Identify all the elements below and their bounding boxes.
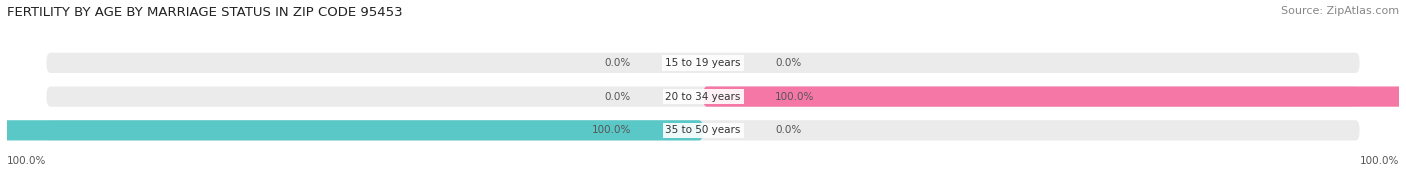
FancyBboxPatch shape — [46, 86, 1360, 107]
Text: 35 to 50 years: 35 to 50 years — [665, 125, 741, 135]
Text: 20 to 34 years: 20 to 34 years — [665, 92, 741, 102]
Text: 0.0%: 0.0% — [775, 58, 801, 68]
Text: 100.0%: 100.0% — [592, 125, 631, 135]
Text: 100.0%: 100.0% — [7, 156, 46, 166]
Text: 0.0%: 0.0% — [775, 125, 801, 135]
Text: 0.0%: 0.0% — [605, 58, 631, 68]
Text: 100.0%: 100.0% — [1360, 156, 1399, 166]
FancyBboxPatch shape — [703, 86, 1406, 107]
Text: 100.0%: 100.0% — [775, 92, 814, 102]
FancyBboxPatch shape — [0, 120, 703, 141]
FancyBboxPatch shape — [46, 53, 1360, 73]
Text: FERTILITY BY AGE BY MARRIAGE STATUS IN ZIP CODE 95453: FERTILITY BY AGE BY MARRIAGE STATUS IN Z… — [7, 6, 402, 19]
Text: 15 to 19 years: 15 to 19 years — [665, 58, 741, 68]
Text: Source: ZipAtlas.com: Source: ZipAtlas.com — [1281, 6, 1399, 16]
Text: 0.0%: 0.0% — [605, 92, 631, 102]
FancyBboxPatch shape — [46, 120, 1360, 141]
